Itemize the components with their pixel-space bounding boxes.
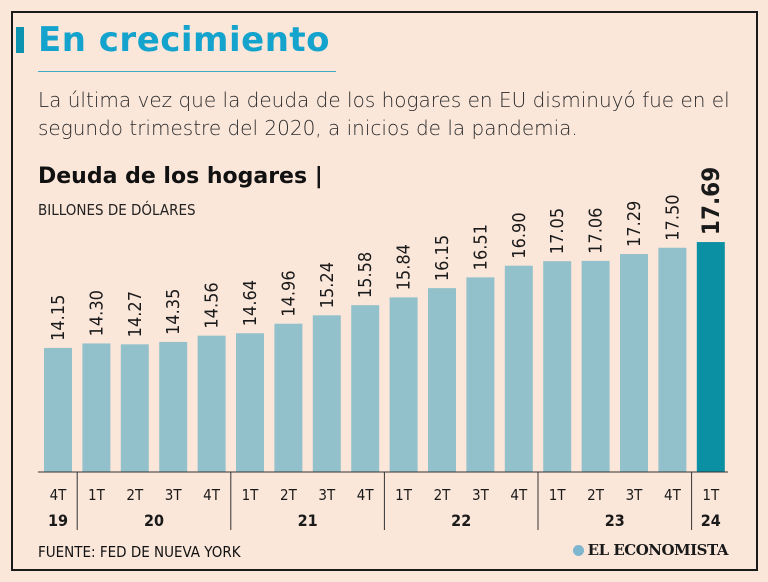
bar [44, 347, 72, 472]
bar-value-label: 16.15 [432, 235, 453, 281]
quarter-tick-label: 4T [50, 486, 68, 504]
bar [581, 260, 610, 472]
quarter-tick-label: 2T [126, 486, 144, 504]
bar-value-label: 17.06 [586, 208, 607, 254]
quarter-tick-label: 1T [549, 486, 567, 504]
bar-value-label: 14.96 [278, 270, 299, 316]
bar-value-label: 17.29 [624, 201, 645, 247]
title-rule [38, 71, 336, 72]
bar [312, 315, 341, 472]
bar-value-label: 16.51 [470, 224, 491, 270]
bar [543, 261, 572, 472]
bar [620, 254, 648, 472]
bar [159, 341, 188, 472]
year-tick-label: 20 [144, 511, 164, 530]
bar-value-label: 14.56 [202, 282, 223, 328]
bar-value-label: 16.90 [509, 212, 530, 258]
quarter-tick-label: 3T [472, 486, 490, 504]
quarter-tick-label: 2T [280, 486, 298, 504]
bar-value-label: 15.24 [317, 262, 338, 308]
brand-name: EL ECONOMISTA [587, 541, 729, 559]
bar [428, 288, 456, 472]
subheadline: La última vez que la deuda de los hogare… [38, 88, 730, 140]
globe-logo-icon [572, 545, 584, 556]
quarter-tick-label: 4T [664, 486, 682, 504]
quarter-tick-label: 4T [510, 486, 528, 504]
year-tick-label: 23 [605, 511, 625, 530]
bar [389, 297, 418, 472]
bar-value-label: 14.30 [86, 290, 107, 336]
year-tick-label: 24 [701, 511, 721, 530]
quarter-tick-label: 3T [165, 486, 183, 504]
bar-value-label: 14.35 [163, 289, 184, 335]
bar [696, 242, 725, 472]
quarter-tick-label: 1T [88, 486, 106, 504]
bar-value-label: 17.69 [697, 167, 725, 235]
bar-value-label: 15.84 [394, 244, 415, 290]
bar [466, 277, 495, 472]
quarter-tick-label: 3T [626, 486, 644, 504]
bar [236, 333, 264, 472]
quarter-tick-label: 2T [587, 486, 605, 504]
quarter-tick-label: 1T [702, 486, 720, 504]
quarter-tick-label: 3T [318, 486, 336, 504]
bar-value-label: 14.64 [240, 280, 261, 326]
bar-value-label: 17.50 [662, 194, 683, 240]
quarter-tick-label: 4T [203, 486, 221, 504]
year-tick-label: 21 [298, 511, 318, 530]
bar [274, 323, 303, 472]
bar [658, 247, 687, 472]
bar-value-label: 17.05 [547, 208, 568, 254]
source-note: FUENTE: FED DE NUEVA YORK [38, 543, 241, 561]
quarter-tick-label: 1T [242, 486, 260, 504]
bar [120, 344, 149, 472]
year-tick-label: 22 [451, 511, 471, 530]
headline: En crecimiento [38, 20, 331, 60]
bar-value-label: 14.27 [125, 291, 146, 337]
bar [351, 305, 380, 472]
bar [197, 335, 226, 472]
year-tick-label: 19 [48, 511, 68, 530]
quarter-tick-label: 1T [395, 486, 413, 504]
chart-title: Deuda de los hogares | [38, 164, 323, 189]
quarter-tick-label: 4T [357, 486, 375, 504]
bar [82, 343, 111, 472]
chart-unit-label: BILLONES DE DÓLARES [38, 201, 196, 219]
bar-value-label: 14.15 [48, 295, 69, 341]
bar-value-label: 15.58 [355, 252, 376, 298]
quarter-tick-label: 2T [434, 486, 452, 504]
bar [504, 265, 533, 472]
title-accent-bar [16, 27, 24, 53]
brand-logo: EL ECONOMISTA [572, 541, 729, 559]
